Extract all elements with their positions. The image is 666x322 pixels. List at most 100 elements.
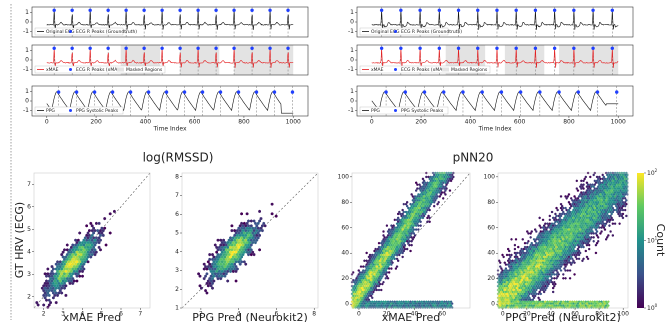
hexbin <box>355 288 358 292</box>
hexbin <box>374 271 377 274</box>
hexbin <box>619 185 622 188</box>
hexbin <box>509 286 512 290</box>
hexbin <box>93 248 97 252</box>
hexbin <box>43 291 47 295</box>
hexbin <box>562 230 565 233</box>
hexbin <box>527 275 530 278</box>
hexbin <box>589 206 592 210</box>
tick-exp: 0 <box>655 303 658 308</box>
hexbin <box>225 248 228 252</box>
peak-marker <box>379 46 384 50</box>
hexbin <box>556 232 559 235</box>
hexbin <box>590 224 593 227</box>
hexbin <box>372 259 375 263</box>
masked-region <box>179 45 220 75</box>
hexbin <box>398 226 401 229</box>
hexbin <box>621 177 625 181</box>
hexbin <box>599 212 602 216</box>
hexbin <box>526 277 529 280</box>
hexbin <box>547 239 550 243</box>
hexbin <box>621 185 625 188</box>
hexbin <box>376 278 379 282</box>
hexbin <box>95 221 98 225</box>
hexbin <box>365 278 368 282</box>
hexbin <box>555 226 558 229</box>
hexbin <box>562 245 565 249</box>
hexbin <box>528 261 531 264</box>
hexbin <box>376 282 379 286</box>
hexbin <box>536 302 539 305</box>
hexbin <box>607 218 610 222</box>
hexbin <box>539 284 542 288</box>
hexbin <box>226 265 230 269</box>
hexbin <box>498 294 501 298</box>
hexbin <box>430 189 434 192</box>
hexbin <box>520 271 523 274</box>
hexbin <box>600 210 603 214</box>
hexbin <box>371 273 374 276</box>
hexbin <box>572 247 575 251</box>
hexbin <box>588 189 591 192</box>
hexbin <box>211 272 214 276</box>
hexbin <box>558 255 561 259</box>
hexbin <box>579 220 582 224</box>
hexbin <box>566 234 569 237</box>
hexbin <box>522 263 525 266</box>
hexbin <box>200 286 203 290</box>
hexbin <box>63 257 66 261</box>
hexbin <box>529 275 532 278</box>
hexbin <box>362 304 365 307</box>
hexbin <box>79 267 83 271</box>
hexbin <box>577 230 581 233</box>
hexbin <box>571 202 574 206</box>
hexbin <box>580 183 583 186</box>
hexbin <box>606 200 609 204</box>
hexbin <box>56 284 59 288</box>
hexbin <box>409 234 412 237</box>
hexbin <box>410 193 413 196</box>
hexbin <box>391 226 394 229</box>
hexbin <box>528 304 531 307</box>
hexbin <box>397 232 400 235</box>
legend-label: PPG Systolic Peaks <box>401 108 444 114</box>
hexbin <box>606 181 609 185</box>
hexbin <box>537 296 540 300</box>
hexbin <box>553 261 556 264</box>
hexbin <box>71 243 75 247</box>
hexbin <box>377 261 381 264</box>
hexbin <box>247 248 250 252</box>
hexbin <box>65 267 69 271</box>
hexbin <box>619 208 622 212</box>
hexbin <box>357 273 360 276</box>
hexbin <box>421 181 425 185</box>
hexbin <box>359 277 363 280</box>
hexbin <box>541 261 545 264</box>
hexbin <box>547 278 550 282</box>
hexbin <box>608 224 611 227</box>
hexbin <box>529 290 532 294</box>
hexbin <box>568 269 572 272</box>
hexbin <box>531 267 534 270</box>
hexbin <box>503 296 506 300</box>
hexbin <box>514 284 518 288</box>
hexbin <box>618 206 621 210</box>
hexbin <box>567 239 571 243</box>
hexbin <box>550 230 554 233</box>
hexbin <box>591 218 594 222</box>
hexbin <box>402 214 405 218</box>
hexbin <box>589 202 592 206</box>
hexbin <box>625 191 628 194</box>
hexbin <box>526 265 529 268</box>
hexbin <box>529 259 532 263</box>
hexbin <box>258 219 261 223</box>
hexbin <box>585 204 589 208</box>
hexbin <box>419 197 422 200</box>
hexbin <box>565 259 568 263</box>
hexbin <box>599 216 602 220</box>
hexbin <box>245 231 249 235</box>
hexbin <box>541 269 545 272</box>
hexbin <box>546 280 549 284</box>
hexbin <box>270 212 274 216</box>
hexbin <box>550 226 554 229</box>
hexbin <box>406 239 409 243</box>
